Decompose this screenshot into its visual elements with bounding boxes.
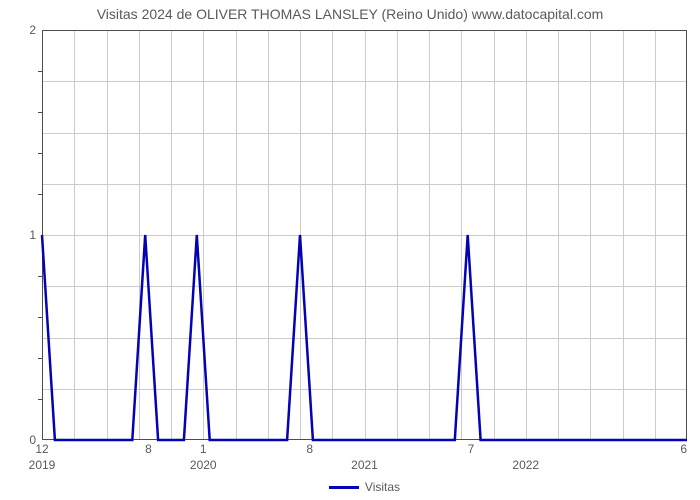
y-tick-label: 1	[18, 228, 36, 242]
legend: Visitas	[42, 480, 687, 494]
legend-label: Visitas	[365, 480, 400, 494]
x-tick-major: 2020	[190, 458, 217, 472]
x-tick-minor: 7	[468, 442, 475, 456]
plot-area	[42, 30, 687, 440]
y-tick-label: 0	[18, 433, 36, 447]
x-tick-major: 2019	[29, 458, 56, 472]
legend-swatch	[329, 486, 359, 489]
x-tick-minor: 12	[35, 442, 48, 456]
series-line	[42, 30, 687, 440]
x-tick-minor: 6	[680, 442, 687, 456]
x-tick-major: 2021	[351, 458, 378, 472]
x-tick-minor: 8	[306, 442, 313, 456]
x-tick-minor: 1	[200, 442, 207, 456]
x-tick-minor: 8	[145, 442, 152, 456]
y-tick-label: 2	[18, 23, 36, 37]
chart-container: Visitas 2024 de OLIVER THOMAS LANSLEY (R…	[0, 0, 700, 500]
chart-title: Visitas 2024 de OLIVER THOMAS LANSLEY (R…	[0, 6, 700, 22]
x-tick-major: 2022	[512, 458, 539, 472]
